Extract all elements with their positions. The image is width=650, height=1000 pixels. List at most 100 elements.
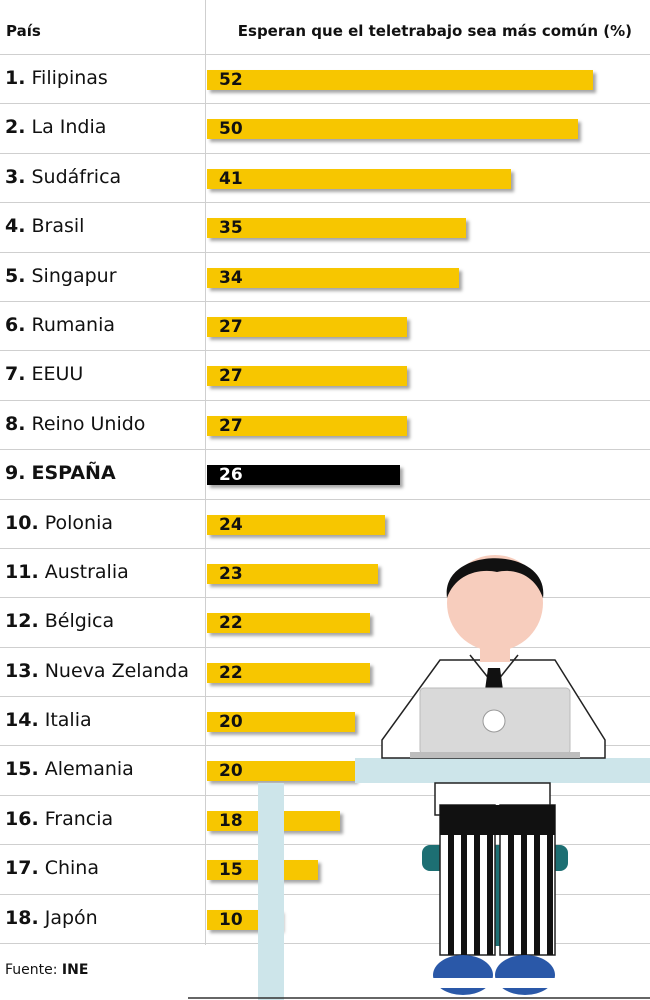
laptop-logo bbox=[482, 709, 506, 733]
country-label: 4. Brasil bbox=[5, 215, 84, 237]
country-name: Alemania bbox=[44, 758, 134, 781]
rank-number: 13. bbox=[5, 659, 39, 682]
bar: 26 bbox=[207, 465, 400, 486]
table-row: 1. Filipinas 52 bbox=[0, 55, 650, 105]
rank-number: 3. bbox=[5, 165, 26, 188]
table-row: 2. La India 50 bbox=[0, 104, 650, 154]
rank-number: 14. bbox=[5, 709, 39, 732]
bar-value-label: 41 bbox=[219, 168, 243, 189]
shoes bbox=[433, 955, 555, 995]
bar: 34 bbox=[207, 267, 460, 288]
rank-number: 4. bbox=[5, 215, 26, 238]
country-name: Filipinas bbox=[31, 67, 108, 89]
country-name: Bélgica bbox=[44, 610, 115, 633]
table-row: 4. Brasil 35 bbox=[0, 203, 650, 253]
rank-number: 16. bbox=[5, 807, 39, 830]
country-label: 5. Singapur bbox=[5, 265, 117, 287]
country-name: EEUU bbox=[31, 363, 84, 386]
country-label: 12. Bélgica bbox=[5, 610, 114, 632]
hair bbox=[446, 558, 544, 598]
bar-value-label: 52 bbox=[219, 70, 243, 90]
table-row: 14. Italia 20 bbox=[0, 697, 650, 747]
bar-value-label: 18 bbox=[219, 810, 243, 831]
bar: 20 bbox=[207, 712, 356, 733]
country-label: 7. EEUU bbox=[5, 363, 83, 385]
value-column-header: Esperan que el teletrabajo sea más común… bbox=[237, 22, 632, 40]
laptop-base bbox=[410, 752, 580, 758]
source-note: Fuente: INE bbox=[5, 962, 88, 978]
bar-value-label: 20 bbox=[219, 712, 243, 733]
desk-top bbox=[355, 758, 650, 783]
bar-value-label: 10 bbox=[219, 909, 243, 930]
table-row: 5. Singapur 34 bbox=[0, 253, 650, 302]
country-label: 15. Alemania bbox=[5, 758, 134, 780]
table-row: 11. Australia 23 bbox=[0, 549, 650, 599]
desk-leg bbox=[258, 783, 284, 1000]
country-label: 17. China bbox=[5, 857, 99, 879]
rank-number: 18. bbox=[5, 906, 39, 929]
country-label: 11. Australia bbox=[5, 561, 129, 583]
bar-value-label: 22 bbox=[219, 613, 243, 634]
rank-number: 6. bbox=[5, 313, 26, 336]
country-name: Rumania bbox=[31, 313, 116, 336]
bar: 24 bbox=[207, 514, 385, 535]
country-label: 18. Japón bbox=[5, 907, 98, 929]
bar: 22 bbox=[207, 613, 371, 634]
country-name: Polonia bbox=[44, 511, 113, 534]
bar: 22 bbox=[207, 662, 371, 683]
column-divider bbox=[205, 0, 206, 945]
table-row: 3. Sudáfrica 41 bbox=[0, 154, 650, 204]
table-row: 10. Polonia 24 bbox=[0, 500, 650, 549]
country-name: Nueva Zelanda bbox=[44, 659, 189, 682]
source-label: Fuente: bbox=[5, 962, 58, 978]
table-row: 9. ESPAÑA 26 bbox=[0, 450, 650, 500]
bar: 27 bbox=[207, 366, 408, 387]
country-label: 13. Nueva Zelanda bbox=[5, 660, 189, 682]
bar-value-label: 24 bbox=[219, 514, 243, 535]
bar: 23 bbox=[207, 563, 378, 584]
country-name: Reino Unido bbox=[31, 412, 146, 435]
table-header: País Esperan que el teletrabajo sea más … bbox=[0, 0, 650, 55]
country-label: 6. Rumania bbox=[5, 314, 115, 336]
rank-number: 11. bbox=[5, 560, 39, 583]
legs bbox=[439, 804, 556, 956]
country-name: Francia bbox=[44, 807, 114, 830]
table-row: 15. Alemania 20 bbox=[0, 746, 650, 796]
country-name: China bbox=[44, 857, 99, 880]
rank-number: 15. bbox=[5, 758, 39, 781]
bar-value-label: 34 bbox=[219, 267, 243, 288]
rank-number: 10. bbox=[5, 511, 39, 534]
table-row: 6. Rumania 27 bbox=[0, 302, 650, 352]
rank-number: 2. bbox=[5, 116, 26, 139]
bar-chart: 1. Filipinas 52 2. La India 50 3. Sudáfrica 4… bbox=[0, 55, 650, 945]
bar-value-label: 27 bbox=[219, 415, 243, 436]
bar-value-label: 27 bbox=[219, 366, 243, 387]
country-name: Sudáfrica bbox=[31, 165, 122, 188]
head bbox=[447, 555, 543, 651]
table-row: 13. Nueva Zelanda 22 bbox=[0, 648, 650, 698]
bar-value-label: 26 bbox=[219, 465, 243, 486]
bar-value-label: 22 bbox=[219, 662, 243, 683]
rank-number: 8. bbox=[5, 412, 26, 435]
country-label: 3. Sudáfrica bbox=[5, 166, 121, 188]
country-label: 2. La India bbox=[5, 116, 106, 138]
country-name: Italia bbox=[44, 709, 92, 732]
source-value: INE bbox=[61, 962, 89, 978]
rank-number: 12. bbox=[5, 610, 39, 633]
country-label: 14. Italia bbox=[5, 709, 92, 731]
country-name: Brasil bbox=[31, 215, 85, 238]
table-row: 7. EEUU 27 bbox=[0, 351, 650, 401]
bar-value-label: 50 bbox=[219, 119, 243, 140]
country-label: 1. Filipinas bbox=[5, 67, 108, 89]
rank-number: 7. bbox=[5, 363, 26, 386]
table-row: 8. Reino Unido 27 bbox=[0, 401, 650, 451]
bar: 27 bbox=[207, 316, 408, 337]
country-name: Australia bbox=[44, 560, 129, 583]
country-name: Japón bbox=[44, 906, 98, 929]
table-row: 12. Bélgica 22 bbox=[0, 598, 650, 648]
rank-number: 9. bbox=[5, 462, 26, 485]
bar: 52 bbox=[207, 70, 593, 90]
bar-value-label: 27 bbox=[219, 316, 243, 337]
rank-number: 17. bbox=[5, 857, 39, 880]
